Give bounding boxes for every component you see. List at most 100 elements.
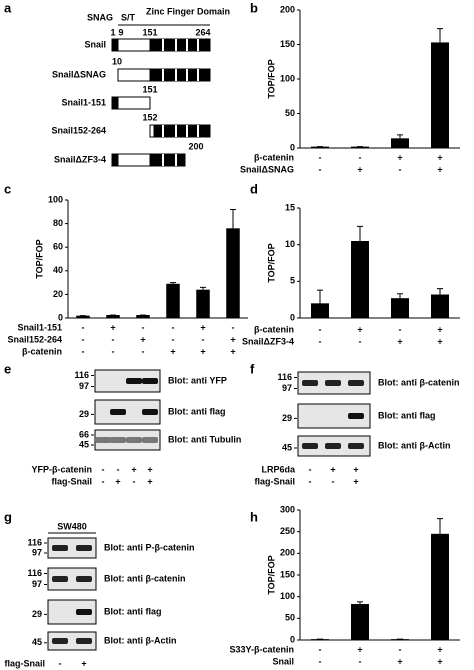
condition-name: flag-Snail (51, 476, 92, 486)
blot-band (348, 380, 364, 386)
error-bar (317, 289, 323, 304)
y-axis-label: TOP/FOP (266, 243, 276, 282)
condition-sign: + (437, 164, 442, 174)
blot-label: Blot: anti P-β-catenin (104, 542, 195, 552)
bar (431, 294, 449, 318)
condition-sign: - (332, 476, 335, 486)
bar (351, 241, 369, 318)
y-axis-label: TOP/FOP (34, 239, 44, 278)
bar (391, 298, 409, 318)
condition-sign: - (133, 476, 136, 486)
blot-label: Blot: anti β-catenin (378, 377, 460, 387)
error-bar (437, 288, 443, 295)
condition-sign: + (147, 476, 152, 486)
y-tick-label: 50 (285, 108, 295, 118)
construct-segment (117, 96, 151, 110)
bar (431, 42, 449, 148)
condition-sign: + (357, 324, 362, 334)
error-bar (170, 282, 176, 284)
construct-name: Snail1-151 (61, 97, 106, 107)
size-marker: 97 (32, 547, 42, 557)
y-tick-label: 150 (280, 569, 295, 579)
condition-sign: - (82, 346, 85, 356)
construct-segment (117, 68, 151, 82)
panel-label: f (250, 361, 255, 376)
blot-label: Blot: anti flag (168, 406, 226, 416)
size-marker: 97 (32, 579, 42, 589)
condition-sign: - (232, 322, 235, 332)
condition-sign: + (170, 346, 175, 356)
size-marker: 97 (79, 381, 89, 391)
condition-sign: - (112, 334, 115, 344)
blot-label: Blot: anti flag (104, 606, 162, 616)
condition-sign: - (82, 334, 85, 344)
panel-label: c (4, 181, 11, 196)
condition-sign: + (115, 476, 120, 486)
position-label: 9 (118, 27, 123, 37)
condition-name: SnailΔZF3-4 (242, 336, 294, 346)
condition-sign: - (142, 346, 145, 356)
condition-sign: + (131, 464, 136, 474)
blot-strip (47, 631, 97, 651)
y-tick-label: 300 (280, 504, 295, 514)
y-tick-label: 200 (280, 548, 295, 558)
error-bar (437, 28, 443, 43)
condition-sign: - (359, 656, 362, 666)
construct-name: Snail (84, 39, 106, 49)
y-tick-label: 100 (280, 73, 295, 83)
blot-label: Blot: anti β-Actin (104, 635, 176, 645)
panel-label: d (250, 181, 258, 196)
condition-sign: + (357, 164, 362, 174)
y-tick-label: 100 (280, 591, 295, 601)
domain-label: SNAG (87, 12, 113, 22)
y-tick-label: 20 (53, 289, 63, 299)
error-bar (230, 208, 236, 229)
condition-sign: - (117, 464, 120, 474)
position-label: 151 (142, 84, 157, 94)
construct-segment (149, 38, 211, 52)
blot-band (348, 443, 364, 449)
condition-sign: + (230, 334, 235, 344)
y-tick-label: 0 (290, 634, 295, 644)
blot-band (302, 380, 318, 386)
panel-label: e (4, 361, 11, 376)
construct-segment (149, 153, 186, 167)
blot-label: Blot: anti flag (378, 410, 436, 420)
size-marker: 45 (32, 637, 42, 647)
condition-sign: - (399, 324, 402, 334)
blot-band (76, 609, 92, 615)
size-marker: 29 (282, 413, 292, 423)
condition-sign: - (319, 644, 322, 654)
y-tick-label: 50 (285, 613, 295, 623)
condition-sign: - (309, 476, 312, 486)
condition-sign: - (319, 164, 322, 174)
condition-sign: + (81, 658, 86, 668)
position-label: 200 (188, 141, 203, 151)
y-axis-label: TOP/FOP (266, 59, 276, 98)
condition-name: SnailΔSNAG (240, 164, 294, 174)
condition-sign: + (200, 346, 205, 356)
blot-band (142, 409, 158, 415)
size-marker: 116 (277, 372, 292, 382)
position-label: 151 (142, 27, 157, 37)
size-marker: 29 (32, 609, 42, 619)
bar (136, 315, 150, 318)
y-tick-label: 100 (48, 194, 63, 204)
error-bar (200, 286, 206, 290)
condition-name: YFP-β-catenin (32, 464, 93, 474)
construct-name: SnailΔSNAG (52, 69, 106, 79)
bar (311, 146, 329, 148)
blot-band (110, 409, 126, 415)
bar (196, 289, 210, 318)
error-bar (357, 225, 363, 241)
construct-segment (153, 124, 211, 138)
condition-sign: - (319, 656, 322, 666)
construct-segment (111, 96, 119, 110)
bar (76, 315, 90, 318)
y-tick-label: 200 (280, 4, 295, 14)
panel-label: g (4, 509, 12, 524)
condition-sign: - (319, 152, 322, 162)
y-tick-label: 0 (290, 142, 295, 152)
size-marker: 66 (79, 429, 89, 439)
condition-name: β-catenin (22, 346, 62, 356)
